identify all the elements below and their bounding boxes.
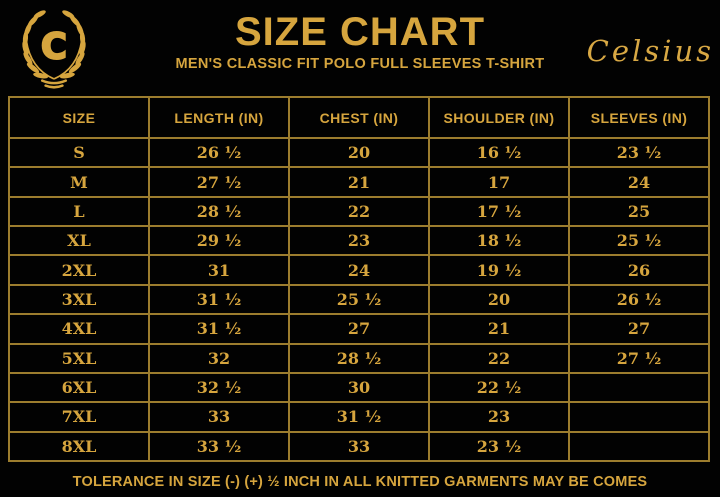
- table-row: 5XL 32 28 ½ 22 27 ½: [8, 342, 710, 374]
- cell-shoulder: 22: [428, 342, 570, 374]
- cell-shoulder: 20: [428, 283, 570, 316]
- cell-length: 32 ½: [148, 371, 290, 404]
- table-row: 4XL 31 ½ 27 21 27: [8, 313, 710, 345]
- cell-length: 31 ½: [148, 283, 290, 316]
- table-row: 6XL 32 ½ 30 22 ½: [8, 371, 710, 404]
- cell-shoulder: 21: [428, 313, 570, 345]
- table-row: S 26 ½ 20 16 ½ 23 ½: [8, 136, 710, 169]
- column-header-length: LENGTH (IN): [148, 96, 290, 139]
- table-row: 3XL 31 ½ 25 ½ 20 26 ½: [8, 283, 710, 316]
- cell-size: 7XL: [8, 401, 150, 433]
- cell-shoulder: 16 ½: [428, 136, 570, 169]
- tolerance-note: TOLERANCE IN SIZE (-) (+) ½ INCH IN ALL …: [72, 474, 648, 490]
- cell-chest: 22: [288, 195, 430, 228]
- cell-size: 2XL: [8, 254, 150, 286]
- cell-chest: 21: [288, 166, 430, 198]
- cell-sleeves: [568, 371, 710, 404]
- table-row: L 28 ½ 22 17 ½ 25: [8, 195, 710, 228]
- cell-sleeves: 24: [568, 166, 710, 198]
- cell-chest: 30: [288, 371, 430, 404]
- cell-length: 28 ½: [148, 195, 290, 228]
- cell-length: 27 ½: [148, 166, 290, 198]
- cell-sleeves: 27: [568, 313, 710, 345]
- cell-chest: 28 ½: [288, 342, 430, 374]
- cell-sleeves: [568, 401, 710, 433]
- cell-length: 33 ½: [148, 430, 290, 463]
- cell-sleeves: 23 ½: [568, 136, 710, 169]
- cell-size: S: [8, 136, 150, 169]
- cell-length: 26 ½: [148, 136, 290, 169]
- title-block: SIZE CHART MEN'S CLASSIC FIT POLO FULL S…: [176, 10, 545, 72]
- cell-length: 31 ½: [148, 313, 290, 345]
- cell-size: 3XL: [8, 283, 150, 316]
- cell-size: M: [8, 166, 150, 198]
- size-chart-table: SIZE LENGTH (IN) CHEST (IN) SHOULDER (IN…: [8, 96, 710, 463]
- cell-chest: 20: [288, 136, 430, 169]
- cell-size: XL: [8, 225, 150, 257]
- cell-sleeves: 26: [568, 254, 710, 286]
- header: C SIZE CHART MEN'S CLASSIC FIT POLO FULL…: [0, 0, 720, 96]
- cell-chest: 27: [288, 313, 430, 345]
- cell-length: 29 ½: [148, 225, 290, 257]
- cell-size: 8XL: [8, 430, 150, 463]
- cell-size: 5XL: [8, 342, 150, 374]
- cell-chest: 25 ½: [288, 283, 430, 316]
- brand-name: Celsius: [586, 34, 714, 68]
- table-body: S 26 ½ 20 16 ½ 23 ½ M 27 ½ 21 17 24 L 28…: [8, 136, 710, 463]
- table-row: 7XL 33 31 ½ 23: [8, 401, 710, 433]
- cell-shoulder: 23: [428, 401, 570, 433]
- cell-shoulder: 17: [428, 166, 570, 198]
- table-row: 8XL 33 ½ 33 23 ½: [8, 430, 710, 463]
- table-row: XL 29 ½ 23 18 ½ 25 ½: [8, 225, 710, 257]
- cell-sleeves: 26 ½: [568, 283, 710, 316]
- cell-length: 32: [148, 342, 290, 374]
- cell-chest: 24: [288, 254, 430, 286]
- cell-length: 33: [148, 401, 290, 433]
- page-subtitle: MEN'S CLASSIC FIT POLO FULL SLEEVES T-SH…: [175, 56, 545, 72]
- svg-text:C: C: [41, 27, 67, 68]
- page-title: SIZE CHART: [235, 10, 485, 54]
- cell-size: 6XL: [8, 371, 150, 404]
- cell-sleeves: 25 ½: [568, 225, 710, 257]
- cell-shoulder: 22 ½: [428, 371, 570, 404]
- table-row: 2XL 31 24 19 ½ 26: [8, 254, 710, 286]
- cell-shoulder: 19 ½: [428, 254, 570, 286]
- cell-sleeves: [568, 430, 710, 463]
- header-row: SIZE LENGTH (IN) CHEST (IN) SHOULDER (IN…: [8, 96, 710, 139]
- column-header-size: SIZE: [8, 96, 150, 139]
- cell-chest: 33: [288, 430, 430, 463]
- laurel-wreath-logo-icon: C: [12, 5, 96, 89]
- cell-length: 31: [148, 254, 290, 286]
- cell-size: 4XL: [8, 313, 150, 345]
- cell-sleeves: 25: [568, 195, 710, 228]
- cell-size: L: [8, 195, 150, 228]
- cell-chest: 31 ½: [288, 401, 430, 433]
- column-header-chest: CHEST (IN): [288, 96, 430, 139]
- cell-chest: 23: [288, 225, 430, 257]
- cell-shoulder: 23 ½: [428, 430, 570, 463]
- cell-shoulder: 18 ½: [428, 225, 570, 257]
- cell-sleeves: 27 ½: [568, 342, 710, 374]
- table-header: SIZE LENGTH (IN) CHEST (IN) SHOULDER (IN…: [8, 96, 710, 139]
- column-header-sleeves: SLEEVES (IN): [568, 96, 710, 139]
- column-header-shoulder: SHOULDER (IN): [428, 96, 570, 139]
- table-row: M 27 ½ 21 17 24: [8, 166, 710, 198]
- cell-shoulder: 17 ½: [428, 195, 570, 228]
